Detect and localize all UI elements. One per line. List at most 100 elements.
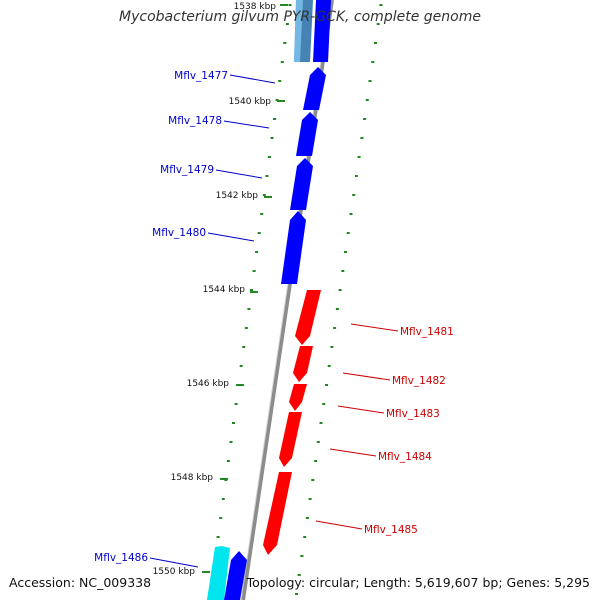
leader-line-reverse [350, 323, 399, 332]
minor-tick [234, 403, 238, 405]
minor-tick [273, 118, 277, 120]
gene-label-reverse: Mflv_1485 [364, 524, 418, 536]
minor-tick [368, 80, 372, 82]
minor-tick [344, 251, 347, 253]
minor-tick [265, 175, 269, 177]
minor-tick [374, 42, 377, 44]
minor-tick [352, 194, 356, 196]
minor-tick [229, 441, 233, 443]
forward-strand [207, 0, 331, 600]
minor-tick [300, 555, 304, 557]
outer-tick-track [295, 4, 383, 595]
minor-tick [319, 422, 323, 424]
minor-tick [270, 137, 274, 139]
kbp-tick-label: 1550 kbp [153, 567, 196, 577]
minor-tick [346, 232, 350, 234]
minor-tick [314, 460, 318, 462]
leader-line-forward [207, 232, 255, 242]
leader-line-reverse [315, 520, 363, 530]
kbp-tick-label: 1542 kbp [216, 191, 259, 201]
minor-tick [333, 327, 337, 329]
gene-arrow-reverse [295, 290, 321, 345]
reverse-strand [263, 290, 321, 555]
accession-label: Accession: NC_009338 [9, 575, 152, 590]
minor-tick [260, 213, 264, 215]
leader-line-forward [215, 169, 263, 179]
minor-tick [216, 536, 220, 538]
minor-tick [297, 574, 301, 576]
minor-tick [360, 137, 364, 139]
map-title: Mycobacterium gilvum PYR-GCK, complete g… [119, 9, 481, 25]
minor-tick [338, 289, 342, 291]
kbp-tick-mark [277, 100, 285, 102]
minor-tick [371, 61, 375, 63]
minor-tick [308, 498, 312, 500]
label-leaders [149, 74, 399, 568]
minor-tick [325, 384, 328, 386]
kbp-tick-label: 1540 kbp [229, 97, 272, 107]
minor-tick [316, 441, 320, 443]
minor-tick [357, 156, 361, 158]
minor-tick [239, 365, 243, 367]
minor-tick [295, 593, 298, 595]
topology-label: Topology: circular; Length: 5,619,607 bp… [246, 575, 590, 590]
kbp-tick-mark [264, 196, 272, 198]
minor-tick [327, 365, 331, 367]
gene-arrow-reverse [263, 472, 292, 555]
kbp-tick-label: 1544 kbp [203, 285, 246, 295]
minor-tick [349, 213, 353, 215]
gene-arrow-forward [313, 0, 331, 62]
gene-arrow-steelblue-light [294, 0, 303, 62]
minor-tick [322, 403, 326, 405]
minor-tick [285, 23, 289, 25]
minor-tick [226, 460, 230, 462]
gene-label-reverse: Mflv_1484 [378, 451, 432, 463]
gene-arrow-forward [281, 211, 306, 284]
leader-line-forward [149, 557, 199, 568]
gene-label-reverse: Mflv_1483 [386, 408, 440, 420]
minor-tick [252, 270, 256, 272]
kbp-tick-mark [250, 291, 258, 293]
minor-tick [232, 422, 235, 424]
gene-arrow-reverse [289, 384, 307, 411]
kbp-tick-label: 1548 kbp [171, 473, 214, 483]
gene-label-reverse: Mflv_1481 [400, 326, 454, 338]
minor-tick [379, 4, 383, 6]
minor-tick [354, 175, 358, 177]
leader-line-reverse [329, 448, 377, 457]
gene-label-forward: Mflv_1478 [168, 115, 222, 127]
gene-label-reverse: Mflv_1482 [392, 375, 446, 387]
gene-arrow-forward [303, 67, 326, 110]
kbp-tick-mark [220, 478, 228, 480]
gene-label-forward: Mflv_1479 [160, 164, 214, 176]
minor-tick [221, 498, 225, 500]
minor-tick [247, 308, 251, 310]
minor-tick [280, 61, 284, 63]
minor-tick [262, 194, 266, 196]
minor-tick [255, 251, 259, 253]
gene-labels: Mflv_1477 Mflv_1478 Mflv_1479 Mflv_1480 … [94, 70, 454, 564]
minor-tick [330, 346, 334, 348]
minor-tick [376, 23, 380, 25]
minor-tick [335, 308, 339, 310]
leader-line-forward [223, 120, 270, 129]
leader-line-reverse [342, 372, 391, 381]
minor-tick [288, 4, 292, 6]
minor-tick [363, 118, 367, 120]
minor-tick [365, 99, 369, 101]
minor-tick [267, 156, 271, 158]
gene-label-forward: Mflv_1486 [94, 552, 148, 564]
gene-arrow-reverse [293, 346, 313, 382]
kbp-axis: 1538 kbp 1540 kbp 1542 kbp 1544 kbp 1546… [153, 2, 288, 577]
kbp-tick-label: 1538 kbp [234, 2, 277, 12]
minor-tick [242, 346, 246, 348]
kbp-tick-label: 1546 kbp [187, 379, 230, 389]
minor-tick [303, 536, 307, 538]
gene-label-forward: Mflv_1477 [174, 70, 228, 82]
minor-tick [244, 327, 248, 329]
minor-tick [283, 42, 287, 44]
minor-tick [305, 517, 309, 519]
gene-arrow-reverse [279, 412, 302, 467]
gene-arrow-cyan [207, 546, 230, 600]
minor-tick [219, 517, 223, 519]
